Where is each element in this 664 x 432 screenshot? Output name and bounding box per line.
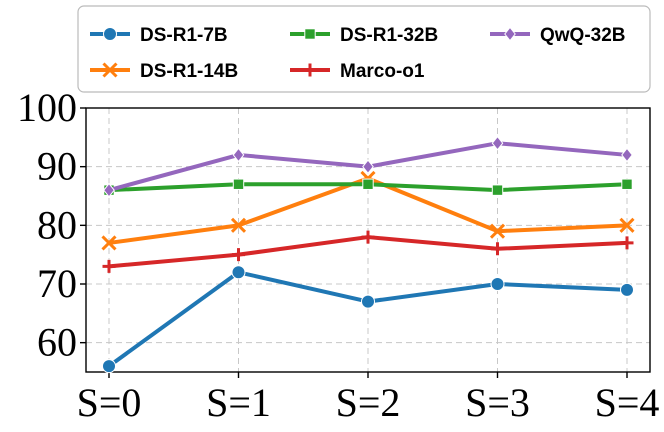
point-ds-r1-7b-3: [490, 277, 505, 291]
legend-frame: [77, 5, 651, 93]
point-marco-o1-3: [491, 242, 504, 256]
axes: 60 70 80 90 100 S=0 S=1 S=2 S=3 S=4: [17, 85, 659, 425]
point-qwq-32b-2: [362, 159, 374, 174]
y-tick-label-4: 100: [17, 85, 77, 130]
point-ds-r1-7b-0: [102, 359, 116, 374]
point-qwq-32b-3: [491, 135, 504, 151]
point-ds-r1-7b-1: [231, 265, 246, 280]
x-tick-label-4: S=4: [595, 380, 660, 425]
point-ds-r1-14b-4: [619, 217, 635, 233]
series-marco-o1: [102, 230, 634, 273]
legend-swatch-marker: [103, 27, 117, 41]
legend-swatch-marker: [303, 63, 317, 77]
point-ds-r1-7b-2: [361, 294, 375, 309]
y-tick-label-0: 60: [37, 320, 77, 365]
legend-item-ds-r1-32b: DS-R1-32B: [290, 25, 438, 46]
legend-item-ds-r1-14b: DS-R1-14B: [90, 61, 238, 82]
point-qwq-32b-1: [232, 147, 245, 163]
y-tick-label-3: 90: [37, 144, 77, 189]
legend-swatch-marker: [102, 62, 118, 78]
legend-item-qwq-32b: QwQ-32B: [490, 25, 626, 46]
series-ds-r1-7b: [102, 265, 634, 374]
x-tick-label-1: S=1: [206, 380, 271, 425]
point-marco-o1-0: [102, 259, 116, 273]
legend-swatch-marker: [304, 28, 316, 40]
legend-item-marco-o1: Marco-o1: [290, 61, 425, 82]
point-marco-o1-1: [232, 248, 245, 262]
y-tick-label-1: 70: [37, 261, 77, 306]
point-qwq-32b-0: [103, 182, 115, 198]
legend-item-ds-r1-7b: DS-R1-7B: [90, 25, 228, 46]
point-ds-r1-7b-4: [620, 282, 634, 297]
point-ds-r1-14b-0: [101, 235, 117, 251]
legend-swatch-marker: [504, 26, 516, 42]
legend-label: DS-R1-32B: [340, 25, 438, 46]
point-ds-r1-14b-1: [230, 217, 247, 233]
x-tick-label-3: S=3: [465, 380, 530, 425]
point-ds-r1-32b-3: [491, 184, 504, 196]
point-qwq-32b-4: [621, 147, 633, 163]
series: [101, 135, 635, 374]
point-marco-o1-2: [361, 230, 375, 244]
point-ds-r1-14b-3: [489, 223, 506, 239]
point-ds-r1-32b-2: [362, 178, 374, 190]
point-marco-o1-4: [620, 236, 634, 250]
x-tick-label-0: S=0: [77, 380, 142, 425]
point-ds-r1-32b-4: [621, 178, 633, 190]
series-qwq-32b: [103, 135, 633, 198]
series-ds-r1-14b: [101, 170, 635, 251]
legend-label: QwQ-32B: [540, 25, 626, 46]
y-tick-label-2: 80: [37, 202, 77, 247]
x-tick-label-2: S=2: [336, 380, 401, 425]
legend: DS-R1-7B DS-R1-14B DS-R1-32B Marco-o1 QwQ-32…: [77, 5, 651, 93]
point-ds-r1-32b-1: [232, 178, 245, 190]
legend-label: DS-R1-14B: [140, 61, 238, 82]
legend-label: Marco-o1: [340, 61, 425, 82]
legend-label: DS-R1-7B: [140, 25, 228, 46]
